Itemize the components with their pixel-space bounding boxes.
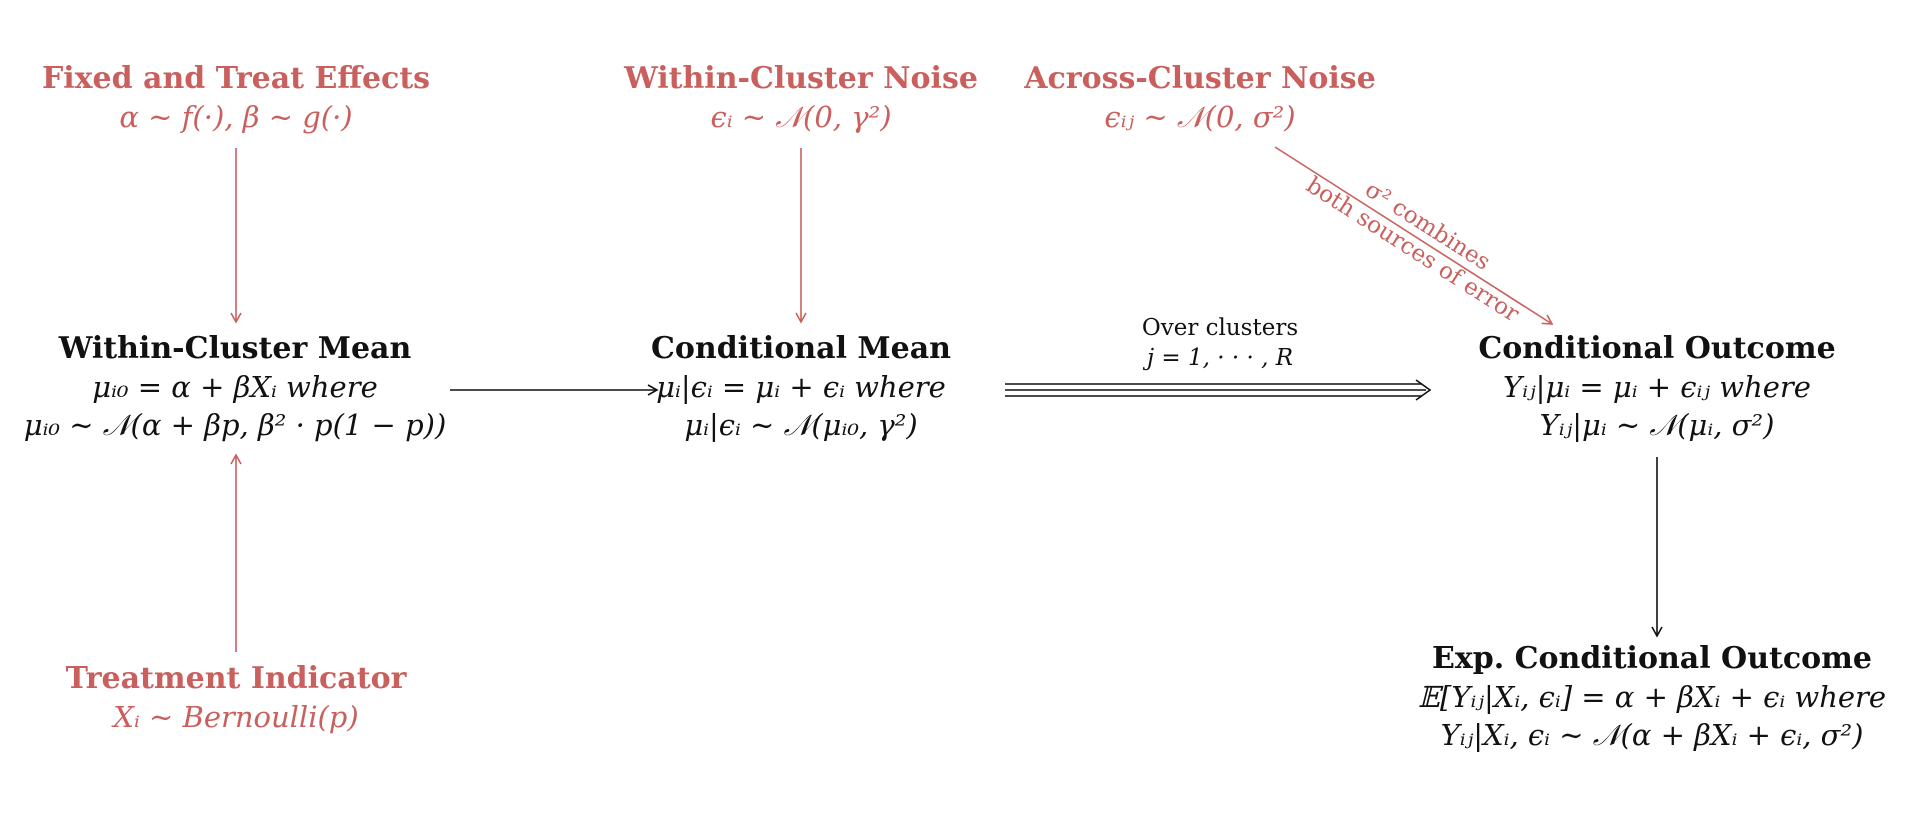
node-treatment-indicator: Treatment Indicator Xᵢ ∼ Bernoulli(p) xyxy=(36,660,436,736)
node-formula: ϵᵢⱼ ∼ 𝒩(0, σ²) xyxy=(1104,100,1296,134)
node-formula: α ∼ f(·), β ∼ g(·) xyxy=(119,100,353,134)
node-conditional-outcome: Conditional Outcome Yᵢⱼ|μᵢ = μᵢ + ϵᵢⱼ wh… xyxy=(1437,330,1877,444)
node-formula: μᵢ₀ = α + βXᵢ where xyxy=(92,370,378,404)
node-title: Conditional Outcome xyxy=(1478,331,1836,366)
edge-label-line: j = 1, · · · , R xyxy=(1146,345,1294,371)
node-title: Fixed and Treat Effects xyxy=(41,61,431,96)
node-fixed-treat-effects: Fixed and Treat Effects α ∼ f(·), β ∼ g(… xyxy=(36,60,436,136)
node-title: Across-Cluster Noise xyxy=(1024,61,1376,96)
node-within-cluster-mean: Within-Cluster Mean μᵢ₀ = α + βXᵢ where … xyxy=(10,330,460,444)
node-formula: Xᵢ ∼ Bernoulli(p) xyxy=(113,700,359,734)
node-title: Conditional Mean xyxy=(651,331,951,366)
node-formula: 𝔼[Yᵢⱼ|Xᵢ, ϵᵢ] = α + βXᵢ + ϵᵢ where xyxy=(1417,680,1887,714)
node-formula: ϵᵢ ∼ 𝒩(0, γ²) xyxy=(710,100,892,134)
node-formula: μᵢ₀ ∼ 𝒩(α + βp, β² · p(1 − p)) xyxy=(23,408,447,442)
node-formula: Yᵢⱼ|μᵢ = μᵢ + ϵᵢⱼ where xyxy=(1503,370,1811,404)
node-formula: Yᵢⱼ|Xᵢ, ϵᵢ ∼ 𝒩(α + βXᵢ + ϵᵢ, σ²) xyxy=(1440,718,1864,752)
node-title: Exp. Conditional Outcome xyxy=(1432,641,1872,676)
node-title: Within-Cluster Mean xyxy=(58,331,412,366)
node-within-cluster-noise: Within-Cluster Noise ϵᵢ ∼ 𝒩(0, γ²) xyxy=(601,60,1001,136)
edge-across-noise-to-cond-outcome xyxy=(1274,146,1554,325)
edge-label-over-clusters: Over clusters j = 1, · · · , R xyxy=(1070,313,1370,373)
node-exp-conditional-outcome: Exp. Conditional Outcome 𝔼[Yᵢⱼ|Xᵢ, ϵᵢ] =… xyxy=(1407,640,1897,754)
edge-label-line: Over clusters xyxy=(1141,315,1299,341)
node-formula: Yᵢⱼ|μᵢ ∼ 𝒩(μᵢ, σ²) xyxy=(1539,408,1775,442)
node-formula: μᵢ|ϵᵢ = μᵢ + ϵᵢ where xyxy=(656,370,946,404)
node-title: Within-Cluster Noise xyxy=(624,61,978,96)
edge-cond-mean-to-cond-outcome xyxy=(1005,379,1432,401)
node-formula: μᵢ|ϵᵢ ∼ 𝒩(μᵢ₀, γ²) xyxy=(684,408,918,442)
node-across-cluster-noise: Across-Cluster Noise ϵᵢⱼ ∼ 𝒩(0, σ²) xyxy=(1000,60,1400,136)
node-conditional-mean: Conditional Mean μᵢ|ϵᵢ = μᵢ + ϵᵢ where μ… xyxy=(601,330,1001,444)
node-title: Treatment Indicator xyxy=(65,661,407,696)
